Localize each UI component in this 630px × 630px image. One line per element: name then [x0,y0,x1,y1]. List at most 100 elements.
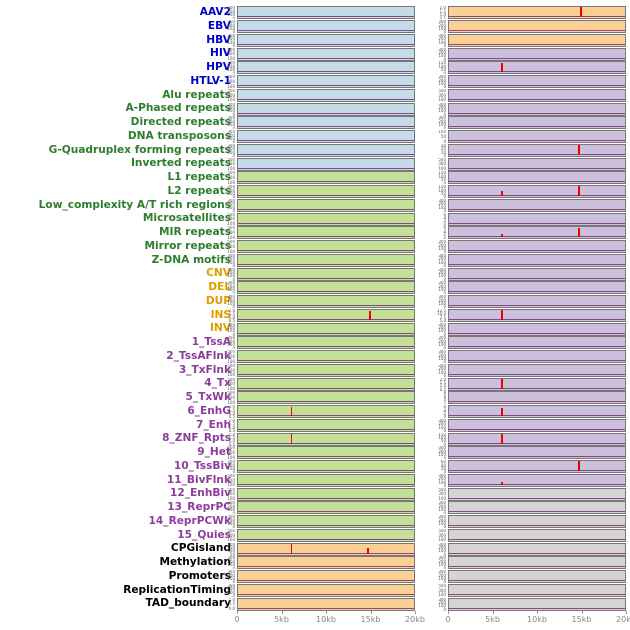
y-tick-label: 100 [227,342,235,348]
y-tick-label: 0 [232,524,235,529]
y-tick-label: 100 [438,520,446,526]
signal-panel-left [237,597,415,611]
y-axis-ticks-left: 2.01.51.00.50.0 [210,405,235,418]
y-tick-label: 0 [443,153,446,157]
y-tick-label: 200 [438,517,446,523]
y-tick-label: 0 [232,43,235,47]
y-axis-ticks-right: 60 40 20 0 [421,460,446,473]
signal-baseline [449,263,625,265]
signal-baseline [449,552,625,554]
y-tick-label: 200 [438,256,446,262]
y-tick-label: 0 [443,70,446,75]
signal-panel-left [237,322,415,336]
y-axis-ticks-right: 500 300 100 [421,584,446,597]
signal-panel-left [237,350,415,364]
y-tick-label: 300 [227,161,235,167]
y-tick-label: 0 [443,221,446,226]
signal-panel-right [448,281,626,295]
y-tick-label: 1.0 [439,12,446,18]
signal-panel-left [237,157,415,171]
y-tick-label: 100 [227,12,235,18]
y-tick-label: 300 [227,501,235,506]
row-label: 7_Enh [196,418,231,431]
y-axis-ticks-right: 12.510.07.55.02.50.0 [421,309,446,322]
figure-row: Z-DNA motifs 300 200 100 0 300 200 100 0 [0,254,630,268]
row-label: HIV [209,47,231,60]
y-tick-label: 0.5 [228,441,235,446]
y-tick-label: 200 [438,22,446,28]
signal-baseline [238,222,414,224]
signal-panel-left [237,281,415,295]
signal-baseline [449,332,625,334]
signal-baseline [238,85,414,87]
y-tick-label: 0 [232,153,235,157]
y-tick-label: 300 [227,515,235,520]
y-tick-label: 0 [232,565,235,570]
figure-row: Low_complexity A/T rich regions 300 200 100… [0,199,630,213]
y-tick-label: 4 [443,407,446,413]
row-label: HTLV-1 [190,74,231,87]
signal-panel-right [448,33,626,47]
signal-baseline [238,332,414,334]
y-tick-label: 200 [227,256,235,262]
x-tick-label: 20kb [616,615,630,624]
y-axis-ticks-right: 300 200 100 0 [421,34,446,47]
y-axis-ticks-left: 500 300 100 [210,488,235,501]
y-axis-ticks-left: 300 200 100 0 [210,61,235,74]
figure-row: G-Quadruplex forming repeats 300 200 100 0 30… [0,144,630,158]
y-tick-label: 0 [443,84,446,89]
y-tick-label: 500 [227,350,235,355]
y-tick-label: 200 [438,105,446,111]
y-tick-label: 100 [438,63,446,69]
y-tick-label: 500 [227,88,235,93]
y-tick-label: 2.0 [228,432,235,437]
signal-baseline [238,538,414,540]
y-axis-ticks-left: 500 300 100 [210,364,235,377]
y-tick-label: 0 [232,593,235,597]
signal-panel-left [237,20,415,34]
y-tick-label: 500 [227,47,235,52]
y-axis-ticks-right: 300 200 100 0 [421,199,446,212]
row-label: 3_TxFlnk [178,363,231,376]
row-label: Z-DNA motifs [151,253,231,266]
figure-row: CPGisland2001501005003002001000 [0,542,630,556]
signal-baseline [238,566,414,568]
y-tick-label: 0 [232,194,235,199]
y-tick-label: 300 [227,33,235,38]
signal-baseline [238,57,414,59]
row-label: 5_TxWk [185,391,231,403]
signal-peak [500,191,503,197]
row-label: EBV [207,19,231,32]
y-tick-label: 200 [227,572,235,578]
y-tick-label: 300 [438,542,446,547]
signal-panel-right [448,597,626,611]
signal-baseline [449,98,625,100]
y-tick-label: 100 [438,39,446,45]
signal-baseline [449,511,625,513]
y-tick-label: 100 [438,537,446,542]
x-tick-mark [237,611,238,614]
signal-baseline [238,401,414,403]
signal-panel-right [448,295,626,309]
y-axis-ticks-left: 300 200 100 0 [210,281,235,294]
signal-panel-right [448,322,626,336]
y-tick-label: 300 [227,143,235,148]
y-axis-ticks-left: 300 200 100 0 [210,199,235,212]
signal-baseline [449,57,625,59]
row-label: 12_EnhBiv [170,487,231,500]
signal-panel-right [448,171,626,185]
y-tick-label: 20 [440,146,446,152]
y-tick-label: 300 [227,583,235,588]
y-tick-label: 100 [227,287,235,293]
x-tick-label: 0 [445,615,451,624]
signal-baseline [449,85,625,87]
x-tick-label: 15kb [571,615,592,624]
y-tick-label: 0.5 [228,601,235,607]
signal-baseline [238,387,414,389]
y-tick-label: 200 [227,187,235,193]
y-tick-label: 500 [438,487,446,492]
y-tick-label: 500 [438,583,446,588]
row-label: 8_ZNF_Rpts [162,432,231,445]
